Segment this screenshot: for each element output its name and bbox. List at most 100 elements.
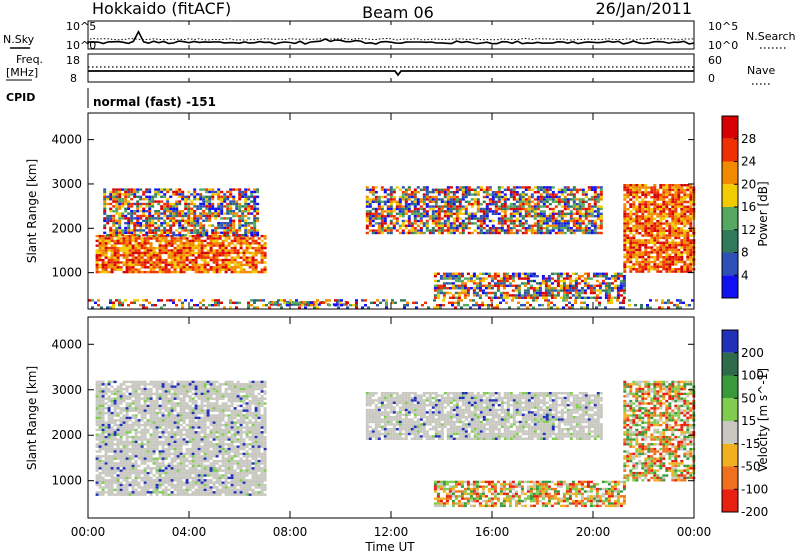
power-echo-cell bbox=[244, 188, 248, 191]
power-echo-cell bbox=[584, 191, 588, 194]
power-echo-cell bbox=[95, 261, 99, 264]
power-echo-cell bbox=[223, 306, 226, 309]
power-echo-cell bbox=[98, 263, 102, 267]
power-echo-cell bbox=[464, 224, 468, 227]
power-echo-cell bbox=[95, 270, 99, 274]
power-echo-cell bbox=[689, 241, 693, 244]
power-echo-cell bbox=[118, 219, 122, 222]
power-echo-cell bbox=[182, 246, 186, 250]
velocity-echo-cell bbox=[125, 414, 129, 417]
power-echo-cell bbox=[101, 244, 105, 247]
power-echo-cell bbox=[194, 268, 198, 271]
velocity-echo-cell bbox=[137, 438, 141, 441]
power-echo-cell bbox=[112, 301, 115, 304]
power-echo-cell bbox=[463, 294, 467, 297]
power-echo-cell bbox=[523, 296, 527, 299]
power-echo-cell bbox=[440, 231, 444, 235]
power-echo-cell bbox=[476, 210, 480, 213]
velocity-echo-cell bbox=[140, 488, 144, 492]
power-echo-cell bbox=[533, 203, 537, 206]
power-echo-cell bbox=[454, 272, 458, 275]
power-echo-cell bbox=[668, 208, 672, 211]
velocity-echo-cell bbox=[113, 471, 117, 475]
power-echo-cell bbox=[133, 222, 137, 225]
power-echo-cell bbox=[112, 217, 116, 220]
power-echo-cell bbox=[550, 282, 554, 285]
power-echo-cell bbox=[568, 282, 572, 285]
velocity-echo-cell bbox=[137, 423, 141, 427]
power-echo-cell bbox=[155, 246, 159, 250]
power-echo-cell bbox=[449, 227, 453, 230]
velocity-echo-cell bbox=[110, 464, 114, 468]
power-echo-cell bbox=[101, 246, 105, 250]
power-echo-cell bbox=[208, 224, 212, 227]
power-echo-cell bbox=[656, 196, 660, 199]
power-echo-cell bbox=[380, 195, 384, 199]
velocity-echo-cell bbox=[113, 399, 117, 403]
power-echo-cell bbox=[488, 198, 492, 201]
power-echo-cell bbox=[524, 203, 528, 206]
velocity-echo-cell bbox=[146, 471, 150, 475]
power-echo-cell bbox=[592, 287, 596, 290]
power-echo-cell bbox=[212, 268, 216, 271]
velocity-echo-cell bbox=[149, 455, 153, 458]
power-echo-cell bbox=[689, 200, 693, 204]
power-echo-cell bbox=[160, 234, 164, 237]
power-echo-cell bbox=[263, 242, 267, 245]
power-echo-cell bbox=[644, 241, 648, 244]
power-echo-cell bbox=[689, 215, 693, 218]
power-echo-cell bbox=[436, 304, 439, 307]
power-echo-cell bbox=[613, 287, 617, 290]
power-echo-cell bbox=[212, 239, 216, 243]
power-echo-cell bbox=[223, 231, 227, 234]
power-echo-cell bbox=[644, 188, 648, 192]
power-echo-cell bbox=[436, 291, 440, 295]
power-echo-cell bbox=[623, 215, 627, 218]
power-echo-cell bbox=[554, 217, 558, 220]
power-echo-cell bbox=[215, 249, 219, 252]
power-echo-cell bbox=[178, 214, 182, 218]
power-echo-cell bbox=[518, 222, 522, 225]
power-echo-cell bbox=[128, 266, 132, 269]
velocity-echo-cell bbox=[125, 435, 129, 439]
power-echo-cell bbox=[220, 212, 224, 215]
power-echo-cell bbox=[668, 236, 672, 240]
power-echo-cell bbox=[470, 205, 474, 208]
power-echo-cell bbox=[167, 242, 171, 245]
power-echo-cell bbox=[536, 219, 540, 223]
power-echo-cell bbox=[175, 188, 179, 191]
power-echo-cell bbox=[151, 198, 155, 201]
velocity-echo-cell bbox=[149, 479, 153, 482]
power-echo-cell bbox=[515, 191, 519, 194]
power-echo-cell bbox=[686, 234, 690, 237]
power-echo-cell bbox=[419, 215, 423, 218]
power-echo-cell bbox=[479, 222, 483, 225]
power-echo-cell bbox=[179, 266, 183, 269]
power-echo-cell bbox=[242, 270, 246, 274]
power-echo-cell bbox=[485, 195, 489, 199]
power-echo-cell bbox=[500, 210, 504, 213]
power-echo-cell bbox=[410, 193, 414, 196]
power-echo-cell bbox=[236, 270, 240, 274]
power-echo-cell bbox=[226, 190, 230, 194]
power-echo-cell bbox=[574, 294, 578, 297]
velocity-echo-cell bbox=[110, 411, 114, 415]
power-echo-cell bbox=[686, 205, 690, 208]
power-echo-cell bbox=[452, 227, 456, 230]
power-echo-cell bbox=[230, 249, 234, 252]
power-echo-cell bbox=[683, 208, 687, 211]
power-echo-cell bbox=[118, 212, 122, 215]
power-echo-cell bbox=[566, 229, 570, 232]
power-echo-cell bbox=[190, 231, 194, 234]
power-echo-cell bbox=[623, 239, 627, 242]
power-echo-cell bbox=[119, 239, 123, 243]
power-echo-cell bbox=[665, 215, 669, 218]
power-echo-cell bbox=[115, 210, 119, 213]
power-echo-cell bbox=[401, 198, 405, 201]
power-echo-cell bbox=[656, 248, 660, 252]
velocity-echo-cell bbox=[116, 469, 120, 472]
power-echo-cell bbox=[118, 301, 121, 304]
power-echo-cell bbox=[650, 260, 654, 264]
power-echo-cell bbox=[256, 231, 260, 234]
power-echo-cell bbox=[668, 246, 672, 249]
